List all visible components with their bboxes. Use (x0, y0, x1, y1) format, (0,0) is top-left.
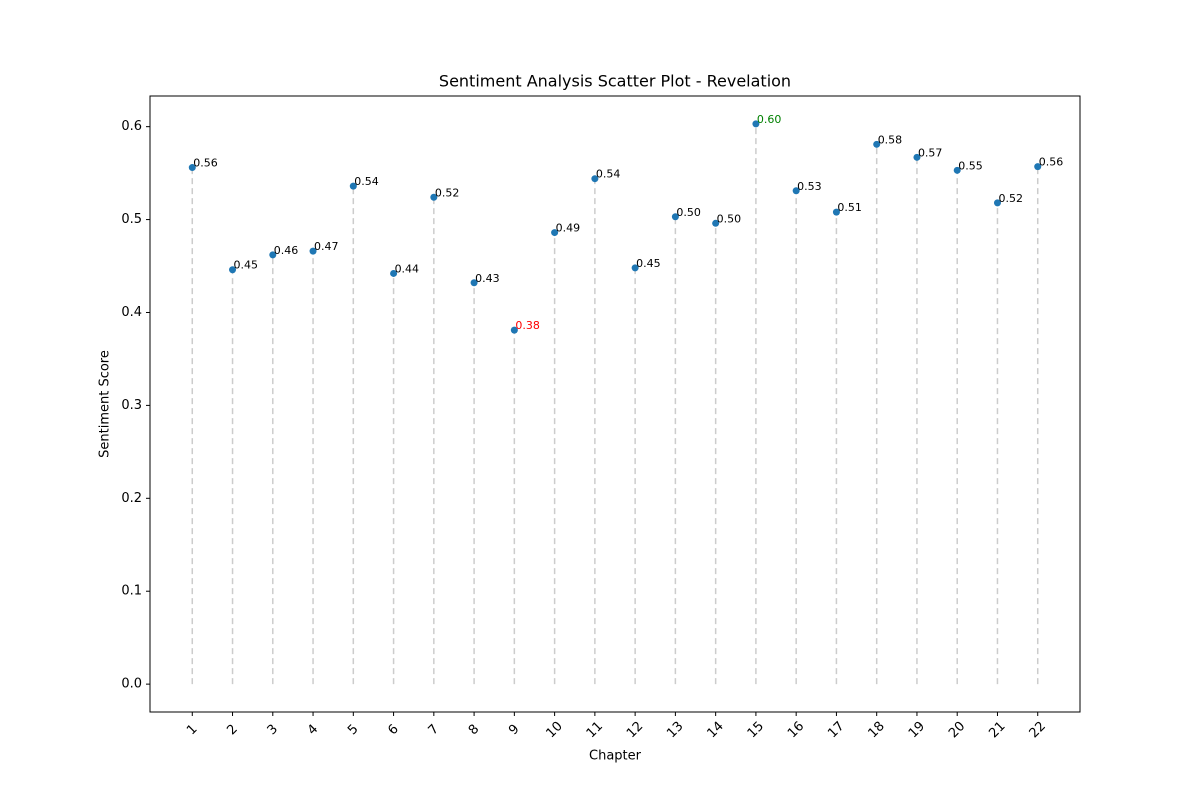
y-tick-label: 0.5 (121, 212, 142, 227)
chart-title: Sentiment Analysis Scatter Plot - Revela… (439, 72, 791, 91)
y-tick-label: 0.6 (121, 119, 142, 134)
y-tick-label: 0.0 (121, 677, 142, 692)
point (430, 193, 438, 201)
point (832, 208, 840, 216)
point (1034, 163, 1042, 171)
x-axis-label: Chapter (589, 749, 642, 764)
point (792, 187, 800, 195)
value-label: 0.50 (717, 212, 742, 225)
point (510, 326, 518, 334)
value-label: 0.50 (676, 206, 701, 219)
point (470, 279, 478, 287)
value-label: 0.60 (757, 113, 782, 126)
point (229, 266, 237, 274)
value-label: 0.57 (918, 146, 943, 159)
y-tick-label: 0.4 (121, 305, 142, 320)
value-label: 0.45 (234, 259, 259, 272)
point (591, 175, 599, 183)
value-label: 0.51 (837, 201, 862, 214)
point (752, 120, 760, 128)
point (309, 247, 317, 255)
value-label: 0.49 (556, 222, 581, 235)
point (631, 264, 639, 272)
point (551, 229, 559, 237)
point (671, 213, 679, 221)
value-label: 0.56 (1039, 156, 1064, 169)
point (953, 166, 961, 174)
point (269, 251, 277, 259)
y-tick-label: 0.1 (121, 584, 142, 599)
point (873, 140, 881, 148)
value-label: 0.52 (998, 192, 1023, 205)
y-tick-label: 0.3 (121, 398, 142, 413)
value-label: 0.46 (274, 244, 299, 257)
point (712, 219, 720, 227)
point (349, 182, 357, 190)
value-label: 0.54 (354, 175, 379, 188)
point (993, 199, 1001, 207)
point (913, 153, 921, 161)
value-label: 0.52 (435, 186, 460, 199)
value-label: 0.55 (958, 159, 983, 172)
value-label: 0.47 (314, 240, 339, 253)
value-label: 0.43 (475, 272, 500, 285)
point (188, 164, 196, 172)
value-label: 0.45 (636, 257, 661, 270)
value-label: 0.58 (878, 133, 903, 146)
value-label: 0.56 (193, 157, 218, 170)
value-label: 0.38 (515, 319, 540, 332)
y-axis-label: Sentiment Score (98, 350, 113, 458)
value-label: 0.54 (596, 168, 621, 181)
value-label: 0.53 (797, 180, 822, 193)
point (390, 269, 398, 277)
y-tick-label: 0.2 (121, 491, 142, 506)
value-label: 0.44 (395, 262, 420, 275)
plot-frame (149, 95, 1081, 713)
